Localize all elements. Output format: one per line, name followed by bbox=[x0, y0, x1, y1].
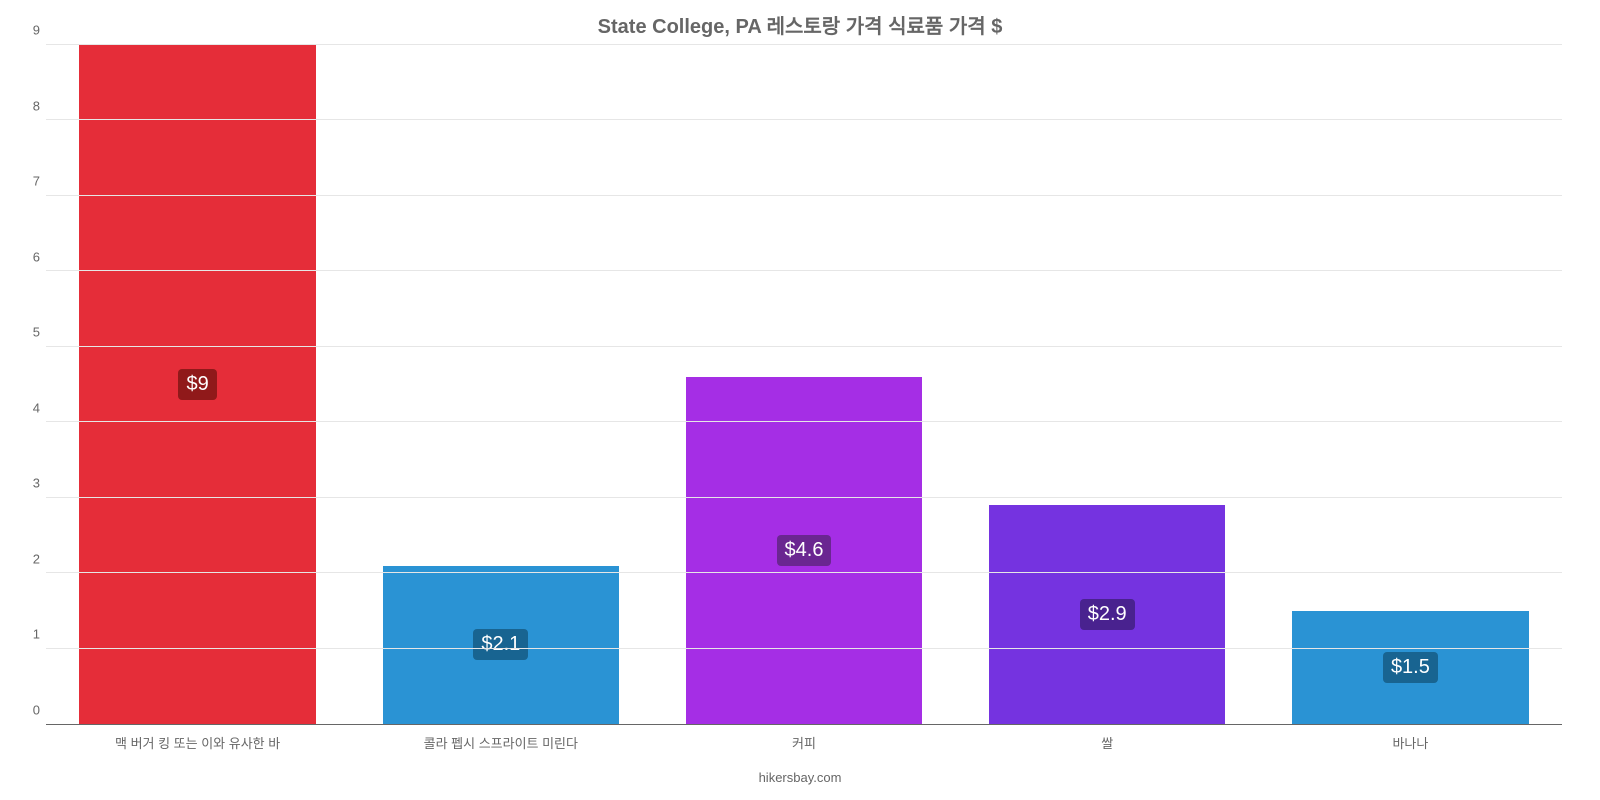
y-tick-label: 7 bbox=[33, 174, 40, 189]
bars-layer: $9 $2.1 $4.6 $2.9 $1.5 bbox=[46, 45, 1562, 724]
value-badge: $1.5 bbox=[1383, 652, 1438, 683]
x-category-label: 콜라 펩시 스프라이트 미린다 bbox=[349, 733, 652, 752]
bar-column: $1.5 bbox=[1259, 45, 1562, 724]
x-axis-labels: 맥 버거 킹 또는 이와 유사한 바콜라 펩시 스프라이트 미린다커피쌀바나나 bbox=[0, 733, 1600, 752]
gridline bbox=[46, 119, 1562, 120]
bar: $2.9 bbox=[989, 505, 1225, 724]
bar-column: $9 bbox=[46, 45, 349, 724]
gridline bbox=[46, 346, 1562, 347]
attribution: hikersbay.com bbox=[0, 770, 1600, 785]
value-badge: $9 bbox=[178, 369, 216, 400]
bar: $2.1 bbox=[383, 566, 619, 724]
bar-column: $2.9 bbox=[956, 45, 1259, 724]
bar: $1.5 bbox=[1292, 611, 1528, 724]
gridline bbox=[46, 195, 1562, 196]
gridline bbox=[46, 421, 1562, 422]
gridline bbox=[46, 44, 1562, 45]
gridline bbox=[46, 648, 1562, 649]
y-tick-label: 0 bbox=[33, 703, 40, 718]
value-badge: $4.6 bbox=[777, 535, 832, 566]
x-category-label: 맥 버거 킹 또는 이와 유사한 바 bbox=[46, 733, 349, 752]
price-bar-chart: State College, PA 레스토랑 가격 식료품 가격 $ 0 1 2 3 4… bbox=[0, 0, 1600, 800]
bar-column: $4.6 bbox=[652, 45, 955, 724]
value-badge: $2.1 bbox=[473, 629, 528, 660]
y-tick-label: 5 bbox=[33, 325, 40, 340]
y-tick-label: 8 bbox=[33, 98, 40, 113]
y-tick-label: 4 bbox=[33, 400, 40, 415]
x-category-label: 커피 bbox=[652, 733, 955, 752]
bar-column: $2.1 bbox=[349, 45, 652, 724]
bar: $4.6 bbox=[686, 377, 922, 724]
x-category-label: 쌀 bbox=[956, 733, 1259, 752]
y-tick-label: 3 bbox=[33, 476, 40, 491]
gridline bbox=[46, 497, 1562, 498]
x-category-label: 바나나 bbox=[1259, 733, 1562, 752]
y-tick-label: 6 bbox=[33, 249, 40, 264]
y-axis: 0123456789 bbox=[26, 45, 46, 725]
plot-area: $9 $2.1 $4.6 $2.9 $1.5 bbox=[46, 45, 1562, 725]
value-badge: $2.9 bbox=[1080, 599, 1135, 630]
bar: $9 bbox=[79, 45, 315, 724]
chart-title: State College, PA 레스토랑 가격 식료품 가격 $ bbox=[0, 10, 1600, 39]
gridline bbox=[46, 572, 1562, 573]
gridline bbox=[46, 270, 1562, 271]
plot-row: 0123456789 $9$2.1$4.6$2.9$1.5 bbox=[0, 45, 1600, 725]
y-tick-label: 1 bbox=[33, 627, 40, 642]
y-tick-label: 2 bbox=[33, 551, 40, 566]
y-tick-label: 9 bbox=[33, 23, 40, 38]
